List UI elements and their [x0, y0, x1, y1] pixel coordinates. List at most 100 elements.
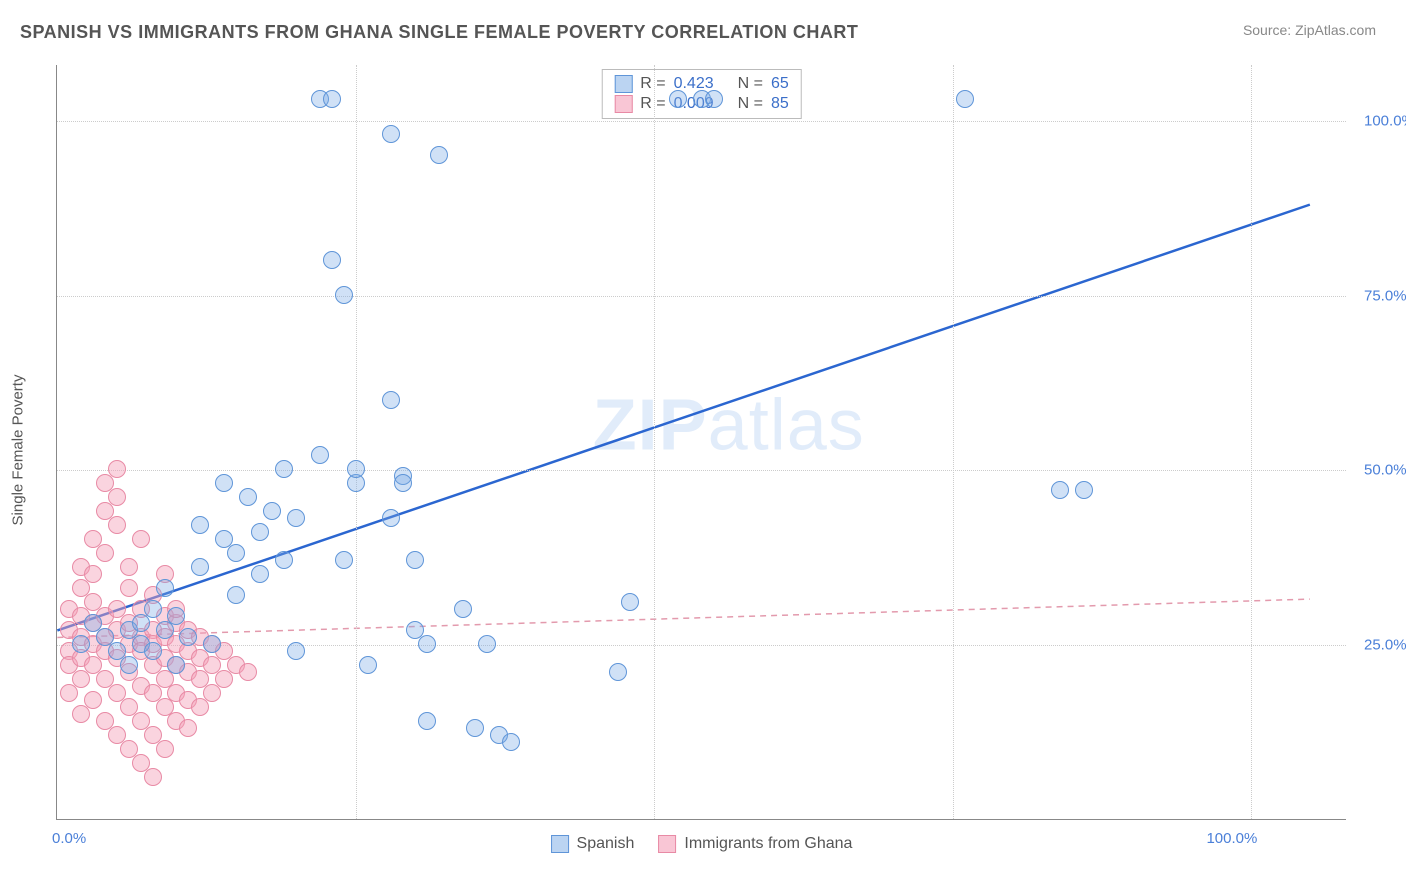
x-tick-label: 0.0%	[52, 830, 86, 847]
scatter-point	[227, 544, 245, 562]
scatter-point	[382, 125, 400, 143]
swatch-pink-icon	[614, 95, 632, 113]
scatter-point	[84, 691, 102, 709]
swatch-pink-icon	[658, 835, 676, 853]
n-value: 65	[771, 75, 789, 93]
gridline-v	[953, 65, 954, 819]
scatter-point	[120, 656, 138, 674]
scatter-point	[251, 523, 269, 541]
scatter-point	[275, 551, 293, 569]
legend-label: Spanish	[577, 835, 635, 853]
swatch-blue-icon	[614, 75, 632, 93]
watermark-light: atlas	[708, 386, 865, 466]
scatter-point	[84, 565, 102, 583]
scatter-point	[382, 391, 400, 409]
scatter-point	[359, 656, 377, 674]
scatter-point	[502, 733, 520, 751]
gridline-h	[57, 121, 1346, 122]
scatter-point	[227, 586, 245, 604]
n-label: N =	[738, 75, 763, 93]
plot-area: ZIPatlas R = 0.423 N = 65 R = 0.009 N = …	[56, 65, 1346, 820]
scatter-point	[1051, 481, 1069, 499]
y-tick-label: 75.0%	[1352, 287, 1406, 304]
scatter-point	[156, 579, 174, 597]
watermark-bold: ZIP	[593, 386, 708, 466]
scatter-point	[108, 516, 126, 534]
scatter-point	[239, 663, 257, 681]
scatter-point	[287, 509, 305, 527]
trend-lines	[57, 65, 1346, 819]
scatter-point	[669, 90, 687, 108]
scatter-point	[72, 635, 90, 653]
chart-container: Single Female Poverty ZIPatlas R = 0.423…	[48, 65, 1358, 835]
scatter-point	[179, 628, 197, 646]
scatter-point	[466, 719, 484, 737]
gridline-v	[654, 65, 655, 819]
bottom-legend: Spanish Immigrants from Ghana	[551, 835, 853, 853]
scatter-point	[144, 768, 162, 786]
gridline-v	[356, 65, 357, 819]
scatter-point	[120, 579, 138, 597]
scatter-point	[609, 663, 627, 681]
scatter-point	[394, 474, 412, 492]
scatter-point	[621, 593, 639, 611]
scatter-point	[108, 460, 126, 478]
x-tick-label: 100.0%	[1206, 830, 1257, 847]
y-axis-label: Single Female Poverty	[10, 375, 27, 526]
y-tick-label: 25.0%	[1352, 637, 1406, 654]
scatter-point	[203, 635, 221, 653]
scatter-point	[167, 656, 185, 674]
scatter-point	[191, 516, 209, 534]
n-value: 85	[771, 95, 789, 113]
scatter-point	[287, 642, 305, 660]
scatter-point	[430, 146, 448, 164]
gridline-h	[57, 296, 1346, 297]
gridline-h	[57, 645, 1346, 646]
n-label: N =	[738, 95, 763, 113]
gridline-v	[1251, 65, 1252, 819]
scatter-point	[1075, 481, 1093, 499]
scatter-point	[275, 460, 293, 478]
y-tick-label: 50.0%	[1352, 462, 1406, 479]
scatter-point	[108, 488, 126, 506]
scatter-point	[191, 558, 209, 576]
trend-line	[57, 205, 1310, 631]
scatter-point	[418, 712, 436, 730]
scatter-point	[156, 740, 174, 758]
source-label: Source: ZipAtlas.com	[1243, 22, 1376, 38]
scatter-point	[335, 286, 353, 304]
scatter-point	[478, 635, 496, 653]
scatter-point	[705, 90, 723, 108]
r-label: R =	[640, 75, 665, 93]
scatter-point	[263, 502, 281, 520]
y-tick-label: 100.0%	[1352, 112, 1406, 129]
scatter-point	[323, 251, 341, 269]
scatter-point	[215, 474, 233, 492]
scatter-point	[167, 607, 185, 625]
scatter-point	[335, 551, 353, 569]
trend-line	[57, 599, 1310, 637]
scatter-point	[956, 90, 974, 108]
scatter-point	[323, 90, 341, 108]
scatter-point	[382, 509, 400, 527]
scatter-point	[251, 565, 269, 583]
r-label: R =	[640, 95, 665, 113]
chart-title: SPANISH VS IMMIGRANTS FROM GHANA SINGLE …	[20, 22, 858, 43]
scatter-point	[96, 544, 114, 562]
scatter-point	[132, 530, 150, 548]
scatter-point	[406, 551, 424, 569]
scatter-point	[239, 488, 257, 506]
legend-label: Immigrants from Ghana	[684, 835, 852, 853]
scatter-point	[120, 558, 138, 576]
scatter-point	[144, 642, 162, 660]
legend-item-ghana: Immigrants from Ghana	[658, 835, 852, 853]
scatter-point	[179, 719, 197, 737]
scatter-point	[347, 460, 365, 478]
legend-item-spanish: Spanish	[551, 835, 635, 853]
scatter-point	[418, 635, 436, 653]
swatch-blue-icon	[551, 835, 569, 853]
scatter-point	[144, 600, 162, 618]
scatter-point	[311, 446, 329, 464]
gridline-h	[57, 470, 1346, 471]
scatter-point	[454, 600, 472, 618]
